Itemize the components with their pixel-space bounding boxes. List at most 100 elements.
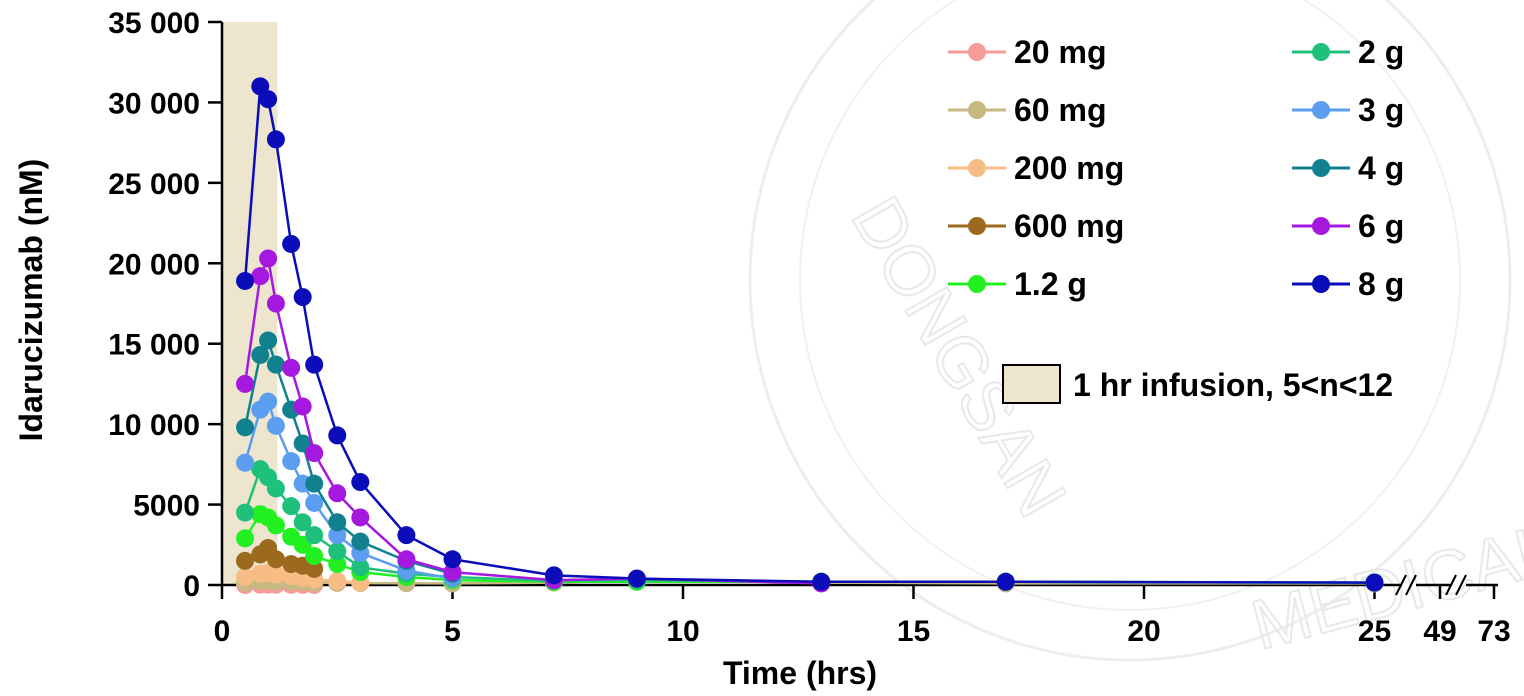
y-axis-title: Idarucizumab (nM) (13, 159, 49, 442)
y-tick-label: 35 000 (108, 7, 200, 40)
x-tick-label: 20 (1127, 615, 1160, 648)
legend-marker (1312, 275, 1330, 293)
x-tick-label: 5 (444, 615, 461, 648)
legend-item: 200 mg (948, 150, 1124, 186)
data-point (282, 452, 301, 471)
data-point (266, 550, 285, 569)
legend-marker (968, 217, 986, 235)
data-point (259, 392, 278, 411)
series-line (243, 85, 1375, 584)
legend-label: 1.2 g (1014, 266, 1087, 302)
legend-label: 200 mg (1014, 150, 1124, 186)
axis-break-mark (1405, 574, 1417, 596)
legend-item: 2 g (1292, 34, 1404, 70)
data-point (293, 288, 312, 307)
legend-marker (1312, 217, 1330, 235)
legend-marker (968, 101, 986, 119)
data-point (259, 249, 278, 268)
data-point (812, 572, 831, 591)
x-tick-label: 49 (1423, 615, 1456, 648)
legend-marker (1312, 159, 1330, 177)
legend-label: 3 g (1358, 92, 1404, 128)
y-tick-label: 10 000 (108, 409, 200, 442)
series-layer (236, 77, 1384, 594)
data-point (397, 526, 416, 545)
data-point (443, 563, 462, 582)
data-point (251, 267, 270, 286)
data-point (236, 418, 255, 437)
legend-item: 20 mg (948, 34, 1106, 70)
data-point (236, 374, 255, 393)
data-point (351, 558, 370, 577)
data-point (996, 572, 1015, 591)
y-tick-label: 0 (183, 570, 200, 603)
data-point (544, 566, 563, 585)
y-tick-label: 30 000 (108, 87, 200, 120)
data-point (282, 234, 301, 253)
data-point (351, 508, 370, 527)
data-point (328, 484, 347, 503)
legend: 20 mg 60 mg 200 mg 600 mg 1.2 g 2 g 3 g 4 g 6 g 8… (948, 34, 1404, 404)
legend-item: 1.2 g (948, 266, 1087, 302)
data-point (251, 77, 270, 96)
data-point (259, 90, 278, 109)
data-point (236, 529, 255, 548)
series-6g (236, 249, 831, 593)
data-point (305, 526, 324, 545)
legend-label: 60 mg (1014, 92, 1106, 128)
legend-item-infusion: 1 hr infusion, 5<n<12 (1002, 364, 1393, 404)
legend-label: 2 g (1358, 34, 1404, 70)
data-point (236, 271, 255, 290)
axis-break-mark (1455, 574, 1467, 596)
legend-label: 8 g (1358, 266, 1404, 302)
data-point (259, 331, 278, 350)
legend-item: 3 g (1292, 92, 1404, 128)
data-point (236, 503, 255, 522)
x-tick-label: 15 (897, 615, 930, 648)
data-point (328, 571, 347, 590)
data-point (266, 565, 285, 584)
legend-item: 600 mg (948, 208, 1124, 244)
y-tick-label: 20 000 (108, 248, 200, 281)
data-point (266, 294, 285, 313)
data-point (328, 426, 347, 445)
data-point (266, 416, 285, 435)
data-point (266, 355, 285, 374)
x-axis-title: Time (hrs) (723, 655, 877, 691)
x-tick-label: 0 (214, 615, 231, 648)
y-tick-label: 25 000 (108, 168, 200, 201)
data-point (236, 453, 255, 472)
data-point (251, 345, 270, 364)
data-point (293, 397, 312, 416)
legend-item: 4 g (1292, 150, 1404, 186)
legend-item: 6 g (1292, 208, 1404, 244)
data-point (282, 497, 301, 516)
legend-label: 6 g (1358, 208, 1404, 244)
legend-marker (968, 275, 986, 293)
data-point (351, 473, 370, 492)
legend-label: 20 mg (1014, 34, 1106, 70)
legend-marker (1312, 43, 1330, 61)
data-point (328, 542, 347, 561)
data-point (305, 493, 324, 512)
x-tick-label: 25 (1358, 615, 1391, 648)
data-point (293, 513, 312, 532)
legend-item: 8 g (1292, 266, 1404, 302)
data-point (305, 474, 324, 493)
legend-marker (968, 43, 986, 61)
data-point (328, 526, 347, 545)
data-point (266, 479, 285, 498)
legend-marker (1312, 101, 1330, 119)
watermark-seal: DONGSAN MEDICAL (748, 0, 1524, 665)
data-point (351, 532, 370, 551)
data-point (282, 358, 301, 377)
legend-infusion-swatch (1002, 364, 1061, 404)
legend-marker (968, 159, 986, 177)
y-tick-label: 5000 (133, 490, 200, 523)
legend-label: 600 mg (1014, 208, 1124, 244)
data-point (305, 355, 324, 374)
data-point (305, 547, 324, 566)
data-point (236, 551, 255, 570)
series-8g (236, 77, 1384, 592)
